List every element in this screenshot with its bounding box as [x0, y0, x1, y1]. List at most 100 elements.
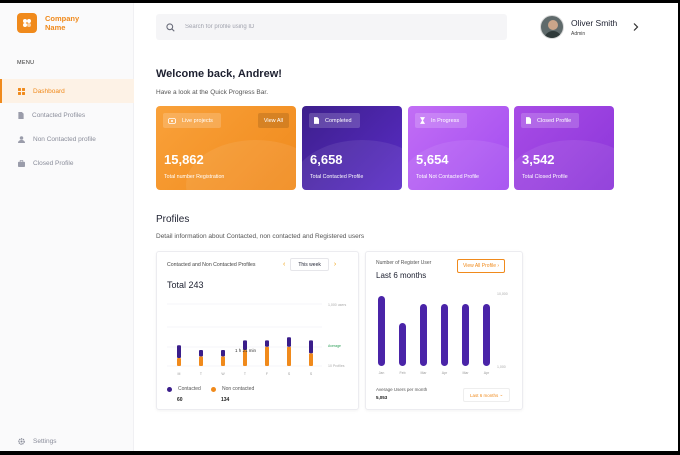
y-tick-label: 1,000 users — [328, 303, 347, 307]
x-tick-label: Apr — [484, 371, 490, 375]
sidebar-item-non-contacted-profile[interactable]: Non Contacted profile — [0, 127, 134, 151]
range-dropdown[interactable]: Last 6 months ⌄ — [463, 388, 511, 402]
sidebar-item-contacted-profiles[interactable]: Contacted Profiles — [0, 103, 134, 127]
x-tick-label: Feb — [399, 371, 405, 375]
y-tick-label: 10 Profiles — [328, 364, 345, 368]
page-title: Welcome back, Andrew! — [156, 68, 282, 80]
sidebar-item-label: Non Contacted profile — [33, 135, 96, 143]
x-tick-label: S — [288, 372, 291, 376]
bar-register — [441, 304, 448, 366]
settings-label: Settings — [33, 438, 57, 445]
legend-value-non-contacted: 134 — [221, 397, 230, 403]
x-tick-label: Mar — [462, 371, 469, 375]
page-subtitle: Have a look at the Quick Progress Bar. — [156, 89, 268, 96]
stat-card-completed[interactable]: Completed 6,658 Total Contacted Profile — [302, 106, 402, 190]
x-tick-label: S — [310, 372, 313, 376]
sidebar-item-dashboard[interactable]: Dashboard — [0, 79, 134, 103]
stat-card-in-progress[interactable]: In Progress 5,654 Total Not Contacted Pr… — [408, 106, 509, 190]
bar-contacted — [309, 340, 313, 354]
x-tick-label: Jan — [379, 371, 385, 375]
stat-card-closed-profile[interactable]: Closed Profile 3,542 Total Closed Profil… — [514, 106, 614, 190]
average-label: Average Users per month — [376, 387, 428, 392]
stat-label: Total Not Contacted Profile — [416, 174, 480, 180]
briefcase-icon — [18, 159, 25, 167]
card-tag: Completed — [309, 113, 360, 128]
legend-item-contacted: Contacted — [167, 386, 211, 392]
x-tick-label: Apr — [442, 371, 448, 375]
view-all-profile-button[interactable]: View All Profile › — [457, 259, 506, 273]
document-icon — [526, 117, 531, 124]
average-value: 5,053 — [376, 395, 388, 400]
register-bar-chart: Jan Feb Mar Apr Mar Apr 10,000 1,000 — [378, 292, 508, 375]
week-selector: ‹ This week › — [283, 258, 336, 271]
stat-value: 3,542 — [522, 152, 555, 167]
stat-value: 15,862 — [164, 152, 204, 167]
bar-non-contacted — [265, 346, 269, 366]
register-chart-panel: Number of Register User Last 6 months Vi… — [365, 251, 523, 410]
x-tick-label: Mar — [420, 371, 427, 375]
bar-contacted — [199, 350, 203, 357]
menu-label: MENU — [17, 60, 35, 66]
card-tag: In Progress — [415, 113, 468, 128]
user-name: Oliver Smith — [571, 17, 618, 28]
sidebar: Company Name MENU Dashboard Contacted Pr… — [0, 3, 134, 451]
contacted-bar-chart: M T W T F S S 1 h 21 min 1,000 users Average 10 Pr… — [167, 303, 347, 376]
sidebar-item-label: Closed Profile — [33, 159, 74, 167]
bar-register — [378, 296, 385, 366]
stat-value: 5,654 — [416, 152, 449, 167]
card-tag: Live projects — [163, 113, 221, 128]
sidebar-item-label: Contacted Profiles — [32, 111, 86, 119]
bar-register — [483, 304, 490, 366]
total-count: Total 243 — [167, 280, 204, 290]
chart-legend: Contacted Non contacted 60 134 — [167, 386, 255, 403]
search-input[interactable] — [185, 24, 485, 30]
bar-contacted — [265, 340, 269, 347]
live-icon — [168, 117, 176, 124]
stat-value: 6,658 — [310, 152, 343, 167]
brand[interactable]: Company Name — [17, 13, 95, 33]
chevron-right-icon[interactable] — [633, 23, 639, 31]
chevron-right-icon[interactable]: › — [333, 261, 337, 268]
company-logo-icon — [17, 13, 37, 33]
sidebar-item-settings[interactable]: Settings — [18, 438, 57, 445]
bar-non-contacted — [287, 346, 291, 366]
sidebar-nav: Dashboard Contacted Profiles Non Contact… — [0, 79, 134, 175]
user-icon — [18, 135, 25, 143]
contacted-chart-panel: Contacted and Non Contacted Profiles ‹ T… — [156, 251, 359, 410]
chart-annotation: 1 h 21 min — [235, 348, 257, 353]
user-profile[interactable]: Oliver Smith Admin — [540, 15, 617, 39]
document-icon — [314, 117, 319, 124]
x-tick-label: T — [244, 372, 247, 376]
x-tick-label: M — [178, 372, 181, 376]
bar-non-contacted — [177, 358, 181, 366]
sidebar-item-label: Dashboard — [33, 87, 65, 95]
section-title: Profiles — [156, 214, 190, 225]
gear-icon — [18, 438, 25, 445]
x-tick-label: W — [221, 372, 225, 376]
panel-subtitle: Last 6 months — [376, 271, 427, 280]
view-all-button[interactable]: View All — [257, 113, 289, 128]
company-name: Company Name — [45, 13, 80, 33]
x-tick-label: F — [266, 372, 268, 376]
hourglass-icon — [420, 117, 425, 124]
bar-register — [420, 304, 427, 366]
panel-title: Number of Register User — [376, 260, 432, 266]
week-label[interactable]: This week — [290, 258, 329, 271]
legend-item-non-contacted: Non contacted — [211, 386, 255, 392]
bar-contacted — [287, 337, 291, 347]
bar-non-contacted — [243, 350, 247, 366]
bar-register — [462, 304, 469, 366]
chevron-left-icon[interactable]: ‹ — [283, 261, 286, 268]
sidebar-item-closed-profile[interactable]: Closed Profile — [0, 151, 134, 175]
bar-contacted — [221, 350, 225, 357]
bar-non-contacted — [221, 356, 225, 366]
user-role: Admin — [571, 30, 586, 37]
document-icon — [18, 111, 24, 119]
y-tick-label: 10,000 — [497, 292, 508, 296]
stat-card-live-projects[interactable]: Live projects View All 15,862 Total numb… — [156, 106, 296, 190]
stat-label: Total number Registration — [164, 174, 225, 180]
card-tag: Closed Profile — [521, 113, 580, 128]
bar-non-contacted — [199, 356, 203, 366]
y-tick-label: Average — [328, 344, 341, 348]
stat-label: Total Closed Profile — [522, 174, 568, 180]
